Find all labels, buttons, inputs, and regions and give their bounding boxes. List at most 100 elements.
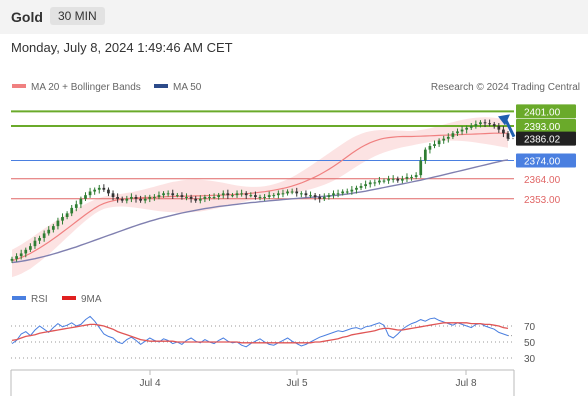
candle-body bbox=[465, 127, 469, 130]
resistance-label: 2401.00 bbox=[524, 107, 561, 118]
legend-ma9: 9MA bbox=[81, 294, 102, 305]
legend-ma20-swatch bbox=[12, 84, 26, 88]
candle-body bbox=[474, 124, 478, 126]
candle-body bbox=[61, 217, 64, 221]
candle-body bbox=[10, 258, 14, 261]
candle-body bbox=[272, 195, 276, 197]
candle-body bbox=[42, 233, 46, 238]
candle-body bbox=[116, 196, 119, 199]
candle-body bbox=[318, 196, 322, 199]
candle-body bbox=[15, 256, 18, 259]
rsi-line bbox=[11, 315, 509, 348]
candle-body bbox=[492, 124, 496, 126]
candle-body bbox=[226, 193, 230, 196]
pivot-label: 2374.00 bbox=[524, 157, 561, 168]
candle-body bbox=[189, 196, 193, 199]
legend-ma20-bb: MA 20 + Bollinger Bands bbox=[31, 82, 141, 93]
candle-body bbox=[240, 193, 243, 195]
candle-body bbox=[171, 193, 175, 196]
candle-body bbox=[442, 138, 446, 141]
candle-body bbox=[437, 140, 441, 145]
candle-body bbox=[401, 178, 404, 181]
candle-body bbox=[148, 196, 152, 199]
candle-body bbox=[410, 176, 413, 178]
candle-body bbox=[221, 193, 225, 196]
rsi-tick-label: 30 bbox=[524, 354, 536, 365]
candle-body bbox=[56, 220, 60, 227]
pivot-label-bg bbox=[516, 153, 576, 168]
candle-body bbox=[456, 131, 459, 134]
candle-body bbox=[396, 178, 400, 181]
candle-body bbox=[249, 195, 253, 197]
datetime-label: Monday, July 8, 2024 1:49:46 AM CET bbox=[11, 40, 233, 55]
support-label: 2364.00 bbox=[524, 175, 561, 186]
candle-body bbox=[198, 198, 202, 201]
candle-body bbox=[162, 193, 165, 196]
candle-body bbox=[33, 240, 37, 247]
candle-body bbox=[382, 180, 386, 182]
candle-body bbox=[327, 195, 331, 197]
candle-body bbox=[74, 204, 78, 208]
rsi-tick-label: 70 bbox=[524, 322, 536, 333]
candle-body bbox=[185, 196, 188, 198]
candle-body bbox=[387, 178, 390, 181]
candle-body bbox=[359, 186, 363, 188]
candle-body bbox=[130, 196, 133, 199]
candle-body bbox=[244, 193, 248, 196]
candle-body bbox=[446, 136, 450, 139]
candle-body bbox=[345, 191, 349, 193]
main-plot-layer: 2401.00 2393.00 2386.02 2374.00 2364.00 2353.… bbox=[10, 104, 576, 278]
candle-body bbox=[506, 133, 510, 139]
legend-rsi-swatch bbox=[12, 296, 26, 300]
candle-body bbox=[263, 196, 266, 198]
candle-body bbox=[414, 175, 418, 177]
candle-body bbox=[24, 249, 28, 254]
x-tick-label: Jul 8 bbox=[455, 378, 477, 389]
candle-body bbox=[460, 129, 464, 132]
watermark: Research © 2024 Trading Central bbox=[431, 82, 580, 93]
candle-body bbox=[153, 196, 156, 198]
candle-body bbox=[405, 176, 409, 179]
candle-body bbox=[341, 191, 345, 194]
current-label-bg bbox=[516, 131, 576, 146]
x-tick-label: Jul 5 bbox=[286, 378, 308, 389]
candle-body bbox=[281, 193, 285, 195]
legend-ma9-swatch bbox=[62, 296, 76, 300]
timeframe-button[interactable]: 30 MIN bbox=[50, 7, 105, 25]
candle-body bbox=[378, 180, 381, 183]
candle-body bbox=[194, 198, 198, 201]
candle-body bbox=[258, 196, 262, 198]
candle-body bbox=[19, 253, 23, 257]
candle-body bbox=[47, 229, 51, 234]
candle-body bbox=[157, 195, 161, 197]
candle-body bbox=[203, 196, 207, 199]
forecast-arrow-head bbox=[498, 114, 510, 126]
candle-body bbox=[322, 196, 326, 199]
candle-body bbox=[134, 196, 138, 199]
candle-body bbox=[309, 195, 312, 197]
candle-body bbox=[70, 207, 74, 214]
candle-body bbox=[423, 149, 427, 161]
legend-ma50-swatch bbox=[154, 84, 168, 88]
resistance-label-bg bbox=[516, 118, 576, 133]
legend-ma50: MA 50 bbox=[173, 82, 202, 93]
candle-body bbox=[212, 196, 216, 198]
candle-body bbox=[355, 187, 358, 190]
header-bar: Gold 30 MIN bbox=[0, 0, 588, 34]
candle-body bbox=[180, 195, 184, 197]
rsi-tick-label: 50 bbox=[524, 338, 536, 349]
candle-body bbox=[139, 198, 142, 201]
candle-body bbox=[286, 191, 289, 194]
candle-body bbox=[107, 189, 110, 194]
candle-body bbox=[111, 193, 115, 197]
candle-body bbox=[497, 125, 501, 130]
candle-body bbox=[313, 195, 317, 197]
rsi-ma-line bbox=[11, 322, 509, 344]
candle-body bbox=[483, 122, 487, 124]
candle-body bbox=[84, 195, 87, 199]
candle-body bbox=[93, 189, 97, 192]
candle-body bbox=[175, 195, 179, 197]
candle-body bbox=[120, 198, 124, 201]
candle-body bbox=[125, 198, 129, 201]
candle-body bbox=[304, 193, 308, 196]
